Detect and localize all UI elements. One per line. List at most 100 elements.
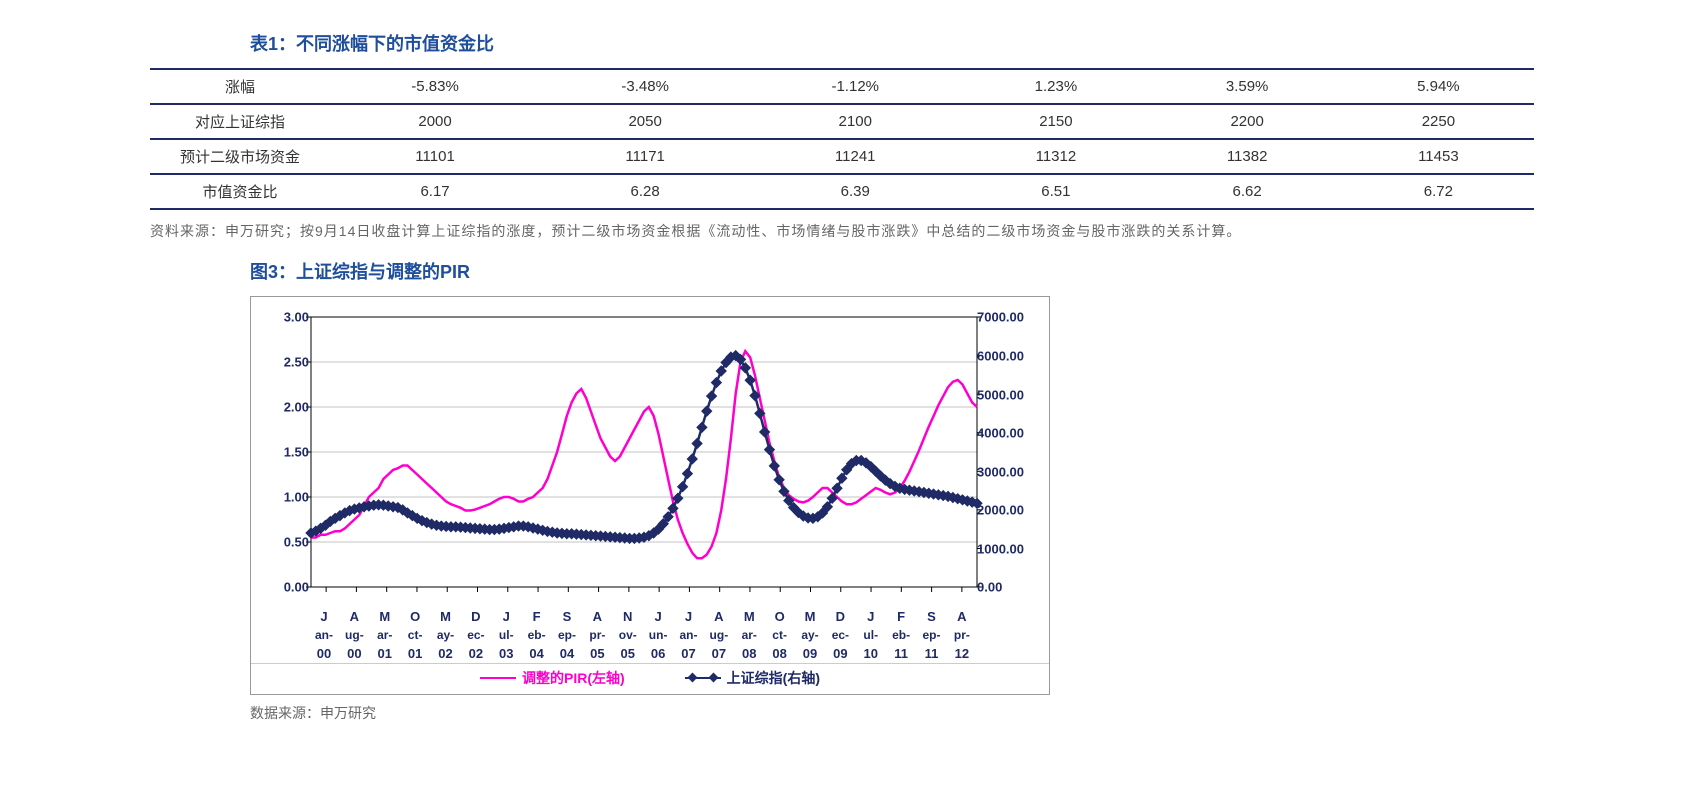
y-right-tick-label: 5000.00 [977,387,1047,402]
x-tick-label: ug- [341,628,367,642]
table-source-note: 资料来源：申万研究；按9月14日收盘计算上证综指的涨度，预计二级市场资金根据《流… [150,220,1534,242]
x-tick-label: 00 [311,646,337,661]
x-tick-label: ay- [433,628,459,642]
x-axis-labels-3: 0000010102020304040505060707080809091011… [251,644,1049,663]
y-right-tick-label: 1000.00 [977,541,1047,556]
x-tick-label: A [706,609,732,624]
table-cell: 6.17 [330,174,540,209]
x-tick-label: 04 [554,646,580,661]
y-left-tick-label: 3.00 [259,310,309,325]
x-tick-label: 08 [767,646,793,661]
x-tick-label: pr- [949,628,975,642]
table-cell: 11241 [750,139,960,174]
y-left-tick-label: 0.00 [259,580,309,595]
x-tick-label: 06 [645,646,671,661]
x-axis-labels-1: JAMOMDJFSANJJAMOMDJFSA [251,607,1049,626]
table-cell: 2200 [1152,104,1343,139]
chart-title: 图3：上证综指与调整的PIR [250,258,1534,284]
table-cell: 6.39 [750,174,960,209]
x-tick-label: O [402,609,428,624]
x-tick-label: S [919,609,945,624]
legend-swatch-pink [480,677,516,679]
table-cell: -3.48% [540,69,750,104]
x-tick-label: A [949,609,975,624]
y-right-tick-label: 6000.00 [977,348,1047,363]
x-tick-label: ay- [797,628,823,642]
chart-svg [251,307,1051,607]
x-tick-label: F [524,609,550,624]
table-cell: 11171 [540,139,750,174]
table-cell: 11453 [1343,139,1534,174]
x-tick-label: 05 [615,646,641,661]
table-cell: 3.59% [1152,69,1343,104]
table-cell: 5.94% [1343,69,1534,104]
x-tick-label: pr- [584,628,610,642]
table-cell: 11101 [330,139,540,174]
legend-label-pir: 调整的PIR(左轴) [522,668,625,688]
x-tick-label: 04 [524,646,550,661]
x-tick-label: ov- [615,628,641,642]
x-tick-label: 05 [584,646,610,661]
table-cell: 2050 [540,104,750,139]
y-left-tick-label: 2.50 [259,355,309,370]
chart-legend: 调整的PIR(左轴) 上证综指(右轴) [251,663,1049,694]
y-right-tick-label: 4000.00 [977,426,1047,441]
x-tick-label: 01 [372,646,398,661]
y-left-tick-label: 0.50 [259,535,309,550]
x-tick-label: ug- [706,628,732,642]
x-tick-label: J [858,609,884,624]
x-tick-label: ul- [493,628,519,642]
table-title: 表1：不同涨幅下的市值资金比 [250,30,1534,56]
x-tick-label: M [372,609,398,624]
x-tick-label: 07 [676,646,702,661]
x-tick-label: 02 [433,646,459,661]
x-tick-label: A [584,609,610,624]
table-cell: -5.83% [330,69,540,104]
x-tick-label: J [676,609,702,624]
table-cell: 6.28 [540,174,750,209]
legend-label-index: 上证综指(右轴) [727,668,820,688]
x-tick-label: M [736,609,762,624]
x-tick-label: J [493,609,519,624]
x-tick-label: 08 [736,646,762,661]
x-tick-label: J [311,609,337,624]
table-cell: 1.23% [960,69,1151,104]
y-right-tick-label: 7000.00 [977,310,1047,325]
table-cell: 2250 [1343,104,1534,139]
x-tick-label: eb- [524,628,550,642]
y-left-tick-label: 2.00 [259,400,309,415]
table-cell: 2100 [750,104,960,139]
table-cell: 2000 [330,104,540,139]
table-cell: 6.72 [1343,174,1534,209]
y-right-tick-label: 2000.00 [977,503,1047,518]
x-tick-label: ar- [736,628,762,642]
table-cell: 11382 [1152,139,1343,174]
table-cell: 11312 [960,139,1151,174]
x-tick-label: 11 [919,646,945,661]
chart-source-note: 数据来源：申万研究 [250,703,1050,723]
table-row-label: 预计二级市场资金 [150,139,330,174]
x-tick-label: ar- [372,628,398,642]
x-tick-label: eb- [888,628,914,642]
x-axis-labels-2: an-ug-ar-ct-ay-ec-ul-eb-ep-pr-ov-un-an-u… [251,626,1049,644]
x-tick-label: ec- [463,628,489,642]
x-tick-label: 09 [827,646,853,661]
x-tick-label: an- [676,628,702,642]
x-tick-label: 03 [493,646,519,661]
x-tick-label: ct- [767,628,793,642]
x-tick-label: ep- [554,628,580,642]
legend-swatch-navy [685,677,721,679]
x-tick-label: 12 [949,646,975,661]
table-row-label: 涨幅 [150,69,330,104]
chart-plot: 0.000.501.001.502.002.503.000.001000.002… [251,307,1051,607]
x-tick-label: 09 [797,646,823,661]
x-tick-label: 02 [463,646,489,661]
chart-box: 0.000.501.001.502.002.503.000.001000.002… [250,296,1050,695]
x-tick-label: an- [311,628,337,642]
x-tick-label: D [463,609,489,624]
legend-item-index: 上证综指(右轴) [685,668,820,688]
y-right-tick-label: 3000.00 [977,464,1047,479]
table-row-label: 市值资金比 [150,174,330,209]
x-tick-label: M [797,609,823,624]
x-tick-label: un- [645,628,671,642]
